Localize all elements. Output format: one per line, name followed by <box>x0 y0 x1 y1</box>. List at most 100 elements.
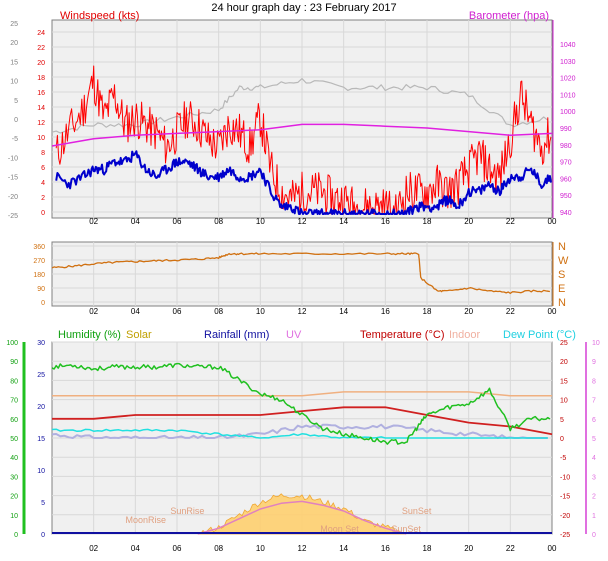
dewpoint-label: Dew Point (°C) <box>503 329 576 341</box>
direction-tick-label: 90 <box>37 286 45 293</box>
left-secondary-tick-label: 0 <box>14 117 18 124</box>
solar-label: Solar <box>126 329 152 341</box>
wind-tick-label: 24 <box>37 30 45 37</box>
chart-title: 24 hour graph day : 23 February 2017 <box>211 2 396 14</box>
wind-tick-label: 16 <box>37 90 45 97</box>
x-tick-label: 12 <box>298 307 307 316</box>
x-tick-label: 22 <box>506 307 515 316</box>
x-tick-label: 20 <box>464 217 473 226</box>
event-label: SunSet <box>402 506 432 516</box>
compass-label: N <box>558 241 566 253</box>
temperature-tick-label: -10 <box>560 474 570 481</box>
wind-tick-label: 0 <box>41 210 45 217</box>
wind-tick-label: 8 <box>41 150 45 157</box>
wind-tick-label: 20 <box>37 60 45 67</box>
uv-label: UV <box>286 329 302 341</box>
left-secondary-tick-label: -15 <box>8 175 18 182</box>
temperature-tick-label: 15 <box>560 378 568 385</box>
wind-tick-label: 12 <box>37 120 45 127</box>
humidity-line <box>51 362 551 445</box>
x-tick-label: 10 <box>256 544 265 553</box>
compass-label: N <box>558 297 566 309</box>
x-tick-label: 16 <box>381 217 390 226</box>
barometer-tick-label: 940 <box>560 210 572 217</box>
x-tick-label: 04 <box>131 544 140 553</box>
rainfall-tick-label: 0 <box>41 532 45 539</box>
temperature-tick-label: 25 <box>560 340 568 347</box>
barometer-tick-label: 970 <box>560 160 572 167</box>
left-secondary-tick-label: 25 <box>10 21 18 28</box>
temperature-tick-label: 20 <box>560 359 568 366</box>
x-tick-label: 10 <box>256 217 265 226</box>
barometer-tick-label: 1030 <box>560 59 576 66</box>
x-tick-label: 08 <box>214 217 223 226</box>
x-tick-label: 02 <box>89 544 98 553</box>
humidity-tick-label: 20 <box>10 494 18 501</box>
wind-tick-label: 22 <box>37 45 45 52</box>
wind-barometer-panel: Windspeed (kts) Barometer (hpa) 24222018… <box>8 10 576 220</box>
x-tick-label: 18 <box>423 544 432 553</box>
x-tick-label: 04 <box>131 217 140 226</box>
left-secondary-tick-label: -10 <box>8 155 18 162</box>
x-tick-label: 08 <box>214 544 223 553</box>
barometer-line <box>51 123 553 147</box>
x-axis-labels: 02 02 02 04 04 04 06 06 06 08 08 08 10 10 10 12 12 12 14 14… <box>89 217 557 553</box>
humidity-tick-label: 50 <box>10 436 18 443</box>
barometer-tick-label: 1010 <box>560 92 576 99</box>
event-label: Moon Set <box>320 524 359 534</box>
direction-tick-label: 0 <box>41 300 45 307</box>
rainfall-tick-label: 5 <box>41 500 45 507</box>
uv-tick-label: 4 <box>592 455 596 462</box>
x-tick-label: 22 <box>506 544 515 553</box>
left-secondary-tick-label: 20 <box>10 40 18 47</box>
wind-gust-line <box>55 65 552 215</box>
x-tick-label: 06 <box>173 544 182 553</box>
compass-label: S <box>558 269 565 281</box>
wind-tick-label: 14 <box>37 105 45 112</box>
uv-line <box>197 500 407 535</box>
wind-tick-label: 6 <box>41 165 45 172</box>
temperature-tick-label: 10 <box>560 398 568 405</box>
barometer-tick-label: 1040 <box>560 42 576 49</box>
humidity-tick-label: 80 <box>10 378 18 385</box>
barometer-axis-label: Barometer (hpa) <box>469 10 549 22</box>
x-tick-label: 14 <box>339 307 348 316</box>
uv-tick-label: 5 <box>592 436 596 443</box>
temperature-tick-label: 5 <box>560 417 564 424</box>
wind-direction-line <box>51 252 550 295</box>
wind-tick-label: 2 <box>41 195 45 202</box>
wind-run-line <box>51 78 549 134</box>
humidity-tick-label: 60 <box>10 417 18 424</box>
x-tick-label: 00 <box>548 307 557 316</box>
left-secondary-tick-label: 5 <box>14 98 18 105</box>
rainfall-tick-label: 20 <box>37 404 45 411</box>
humidity-tick-label: 70 <box>10 398 18 405</box>
barometer-tick-label: 980 <box>560 143 572 150</box>
x-tick-label: 14 <box>339 544 348 553</box>
dewpoint-line <box>51 428 548 439</box>
wind-tick-label: 10 <box>37 135 45 142</box>
x-tick-label: 02 <box>89 217 98 226</box>
temperature-tick-label: -25 <box>560 532 570 539</box>
x-tick-label: 18 <box>423 307 432 316</box>
x-tick-label: 12 <box>298 544 307 553</box>
uv-tick-label: 2 <box>592 494 596 501</box>
temperature-tick-label: -15 <box>560 494 570 501</box>
uv-tick-label: 6 <box>592 417 596 424</box>
uv-tick-label: 9 <box>592 359 596 366</box>
left-secondary-tick-label: 10 <box>10 79 18 86</box>
feels-like-line <box>51 423 548 439</box>
humidity-tick-label: 30 <box>10 474 18 481</box>
rainfall-tick-label: 30 <box>37 340 45 347</box>
event-label: SunSet <box>391 524 421 534</box>
event-label: MoonRise <box>125 515 166 525</box>
humidity-label: Humidity (%) <box>58 329 121 341</box>
barometer-tick-label: 990 <box>560 126 572 133</box>
temperature-line <box>52 406 553 436</box>
left-secondary-tick-label: -5 <box>12 136 18 143</box>
barometer-tick-label: 1020 <box>560 76 576 83</box>
indoor-label: Indoor <box>449 329 481 341</box>
